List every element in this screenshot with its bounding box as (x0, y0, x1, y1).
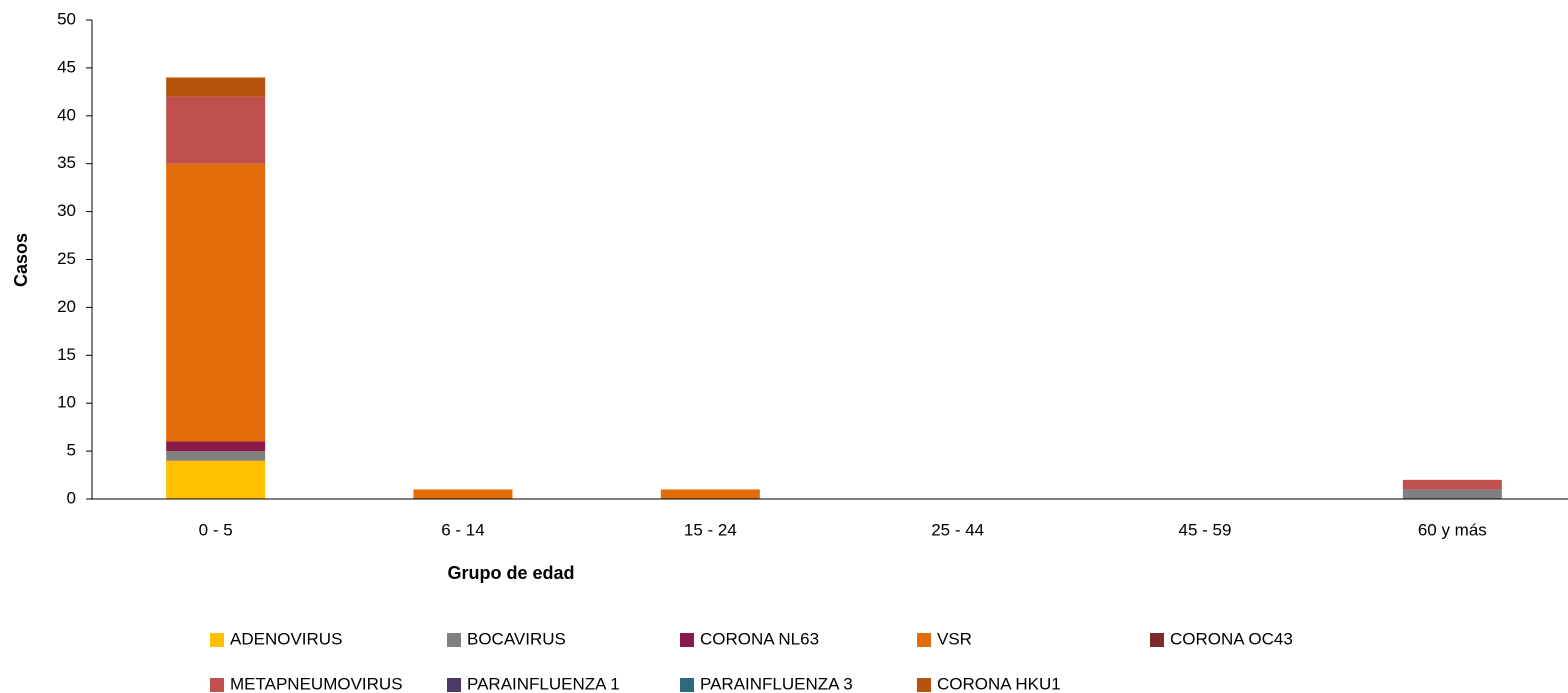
bar-segment (166, 451, 266, 461)
legend-label: CORONA NL63 (700, 629, 819, 648)
legend-label: PARAINFLUENZA 1 (467, 674, 620, 693)
legend-label: CORONA OC43 (1170, 629, 1293, 648)
bar-segment (166, 77, 266, 97)
x-tick-label: 0 - 5 (199, 520, 233, 539)
legend-label: PARAINFLUENZA 3 (700, 674, 853, 693)
x-tick-label: 60 y más (1418, 520, 1487, 539)
legend-label: CORONA HKU1 (937, 674, 1061, 693)
bar-segment (166, 460, 266, 499)
bar-segment (166, 163, 266, 442)
legend-label: BOCAVIRUS (467, 629, 566, 648)
legend-swatch (447, 633, 461, 647)
y-tick-label: 30 (57, 201, 76, 220)
x-tick-label: 15 - 24 (684, 520, 737, 539)
x-tick-label: 45 - 59 (1179, 520, 1232, 539)
y-tick-label: 50 (57, 9, 76, 28)
bar-segment (1402, 479, 1502, 490)
bar-segment (166, 441, 266, 452)
y-tick-label: 15 (57, 345, 76, 364)
bar-segment (1402, 489, 1502, 499)
legend-swatch (1150, 633, 1164, 647)
legend-swatch (680, 678, 694, 692)
y-tick-label: 45 (57, 57, 76, 76)
y-tick-label: 25 (57, 249, 76, 268)
legend-label: ADENOVIRUS (230, 629, 342, 648)
legend-swatch (447, 678, 461, 692)
y-tick-label: 35 (57, 153, 76, 172)
legend-swatch (917, 633, 931, 647)
y-tick-label: 20 (57, 297, 76, 316)
y-tick-label: 0 (67, 488, 76, 507)
y-tick-label: 40 (57, 105, 76, 124)
bar-segment (660, 489, 760, 499)
legend-swatch (680, 633, 694, 647)
legend-swatch (917, 678, 931, 692)
x-tick-label: 25 - 44 (931, 520, 984, 539)
x-tick-label: 6 - 14 (441, 520, 484, 539)
x-axis-label: Grupo de edad (447, 563, 574, 583)
bar-segment (413, 489, 513, 499)
legend-label: METAPNEUMOVIRUS (230, 674, 403, 693)
legend-swatch (210, 678, 224, 692)
y-tick-label: 5 (67, 441, 76, 460)
y-axis-label: Casos (11, 233, 31, 287)
legend-label: VSR (937, 629, 972, 648)
y-tick-label: 10 (57, 393, 76, 412)
bar-segment (166, 96, 266, 164)
legend-swatch (210, 633, 224, 647)
